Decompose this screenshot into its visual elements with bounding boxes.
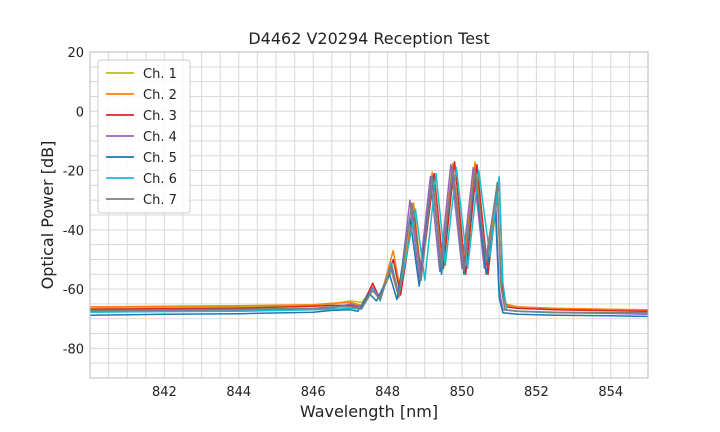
- legend-label: Ch. 2: [143, 88, 177, 103]
- y-tick-labels: -80 -60 -40 -20 0 20: [63, 46, 84, 357]
- series-lines: [89, 160, 649, 318]
- series-line-7: [89, 166, 648, 314]
- x-tick-label: 842: [152, 385, 177, 400]
- y-tick-label: 20: [67, 46, 84, 61]
- legend-box: [97, 59, 191, 214]
- legend-label: Ch. 7: [143, 193, 177, 208]
- x-tick-label: 846: [301, 385, 326, 400]
- x-tick-label: 848: [375, 385, 400, 400]
- y-axis-title: Optical Power [dB]: [38, 141, 57, 290]
- legend-label: Ch. 4: [143, 130, 177, 145]
- y-tick-label: -60: [63, 283, 84, 298]
- y-tick-label: -80: [63, 342, 84, 357]
- y-tick-label: -40: [63, 224, 84, 239]
- x-tick-label: 850: [450, 385, 475, 400]
- legend-label: Ch. 5: [143, 151, 177, 166]
- y-tick-label: 0: [76, 105, 84, 120]
- legend-label: Ch. 1: [143, 67, 177, 82]
- x-tick-label: 852: [524, 385, 549, 400]
- legend: Ch. 1 Ch. 2 Ch. 3 Ch. 4 Ch. 5 Ch. 6 Ch. 7: [97, 59, 191, 214]
- y-tick-label: -20: [63, 165, 84, 180]
- plot-frame: [89, 51, 649, 379]
- x-tick-label: 854: [598, 385, 623, 400]
- legend-label: Ch. 3: [143, 109, 177, 124]
- chart-title: D4462 V20294 Reception Test: [248, 29, 489, 48]
- x-axis-title: Wavelength [nm]: [300, 402, 438, 421]
- legend-label: Ch. 6: [143, 172, 177, 187]
- series-line-6: [89, 166, 649, 315]
- x-tick-label: 844: [226, 385, 251, 400]
- x-tick-labels: 842 844 846 848 850 852 854: [152, 385, 623, 400]
